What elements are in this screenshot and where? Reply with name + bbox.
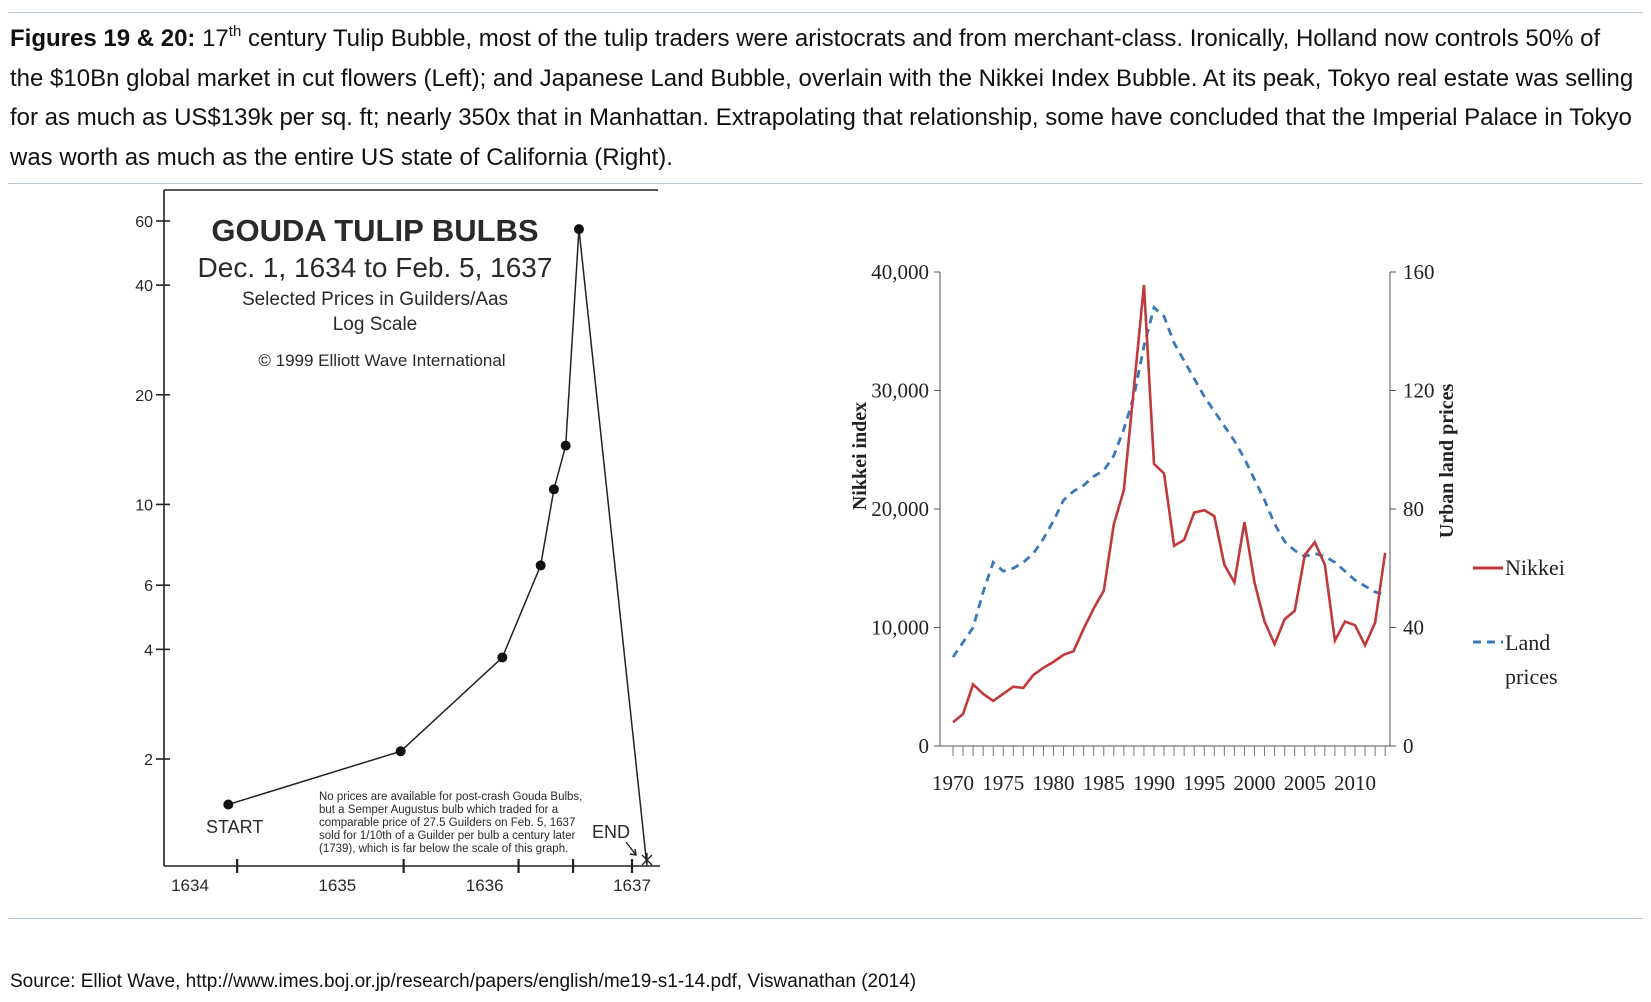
tulip-x-axis: 1634 1635 1636 1637 — [171, 859, 651, 895]
caption-century-number: 17 — [202, 25, 229, 52]
nikkei-right-ticks: 0 40 80 120 160 — [1390, 260, 1435, 758]
tulip-note-line: No prices are available for post-crash G… — [319, 791, 582, 803]
nikkei-left-tick-label: 0 — [919, 734, 930, 758]
source-note: Source: Elliot Wave, http://www.imes.boj… — [10, 971, 917, 992]
tulip-end-arrow-head — [629, 848, 637, 856]
nikkei-right-tick-label: 0 — [1403, 734, 1414, 758]
nikkei-x-tick-label: 1985 — [1083, 771, 1125, 795]
legend-land-label-line2: prices — [1505, 664, 1558, 689]
tulip-price-point — [223, 799, 234, 810]
tulip-price-line — [228, 229, 648, 865]
nikkei-series-line — [952, 284, 1387, 724]
nikkei-x-minor-ticks — [952, 746, 1386, 756]
nikkei-x-tick-label: 2000 — [1234, 771, 1276, 795]
nikkei-left-axis-label: Nikkei index — [849, 402, 871, 510]
caption-text: century Tulip Bubble, most of the tulip … — [10, 25, 1634, 171]
tulip-y-tick-label: 60 — [135, 214, 153, 231]
land-prices-series-line — [951, 304, 1386, 658]
tulip-price-point — [395, 746, 406, 757]
tulip-series — [223, 224, 648, 865]
tulip-price-point — [548, 484, 559, 495]
nikkei-right-tick-label: 120 — [1403, 379, 1435, 403]
tulip-x-tick-label: 1635 — [318, 876, 356, 895]
top-rule — [8, 12, 1643, 13]
nikkei-x-tick-label: 2005 — [1284, 771, 1326, 795]
tulip-y-tick-label: 10 — [135, 497, 153, 514]
tulip-x-tick-label: 1634 — [171, 876, 209, 895]
nikkei-x-tick-label: 1990 — [1133, 771, 1175, 795]
tulip-note: No prices are available for post-crash G… — [319, 791, 582, 855]
nikkei-left-tick-label: 40,000 — [871, 260, 929, 284]
tulip-note-line: but a Semper Augustus bulb which traded … — [319, 804, 559, 816]
nikkei-x-tick-label: 1980 — [1033, 771, 1075, 795]
nikkei-left-tick-label: 20,000 — [871, 497, 929, 521]
tulip-frame — [163, 189, 660, 867]
tulip-chart-unit-label: Selected Prices in Guilders/Aas — [242, 289, 508, 310]
nikkei-x-tick-label: 1975 — [982, 771, 1024, 795]
nikkei-right-tick-label: 40 — [1403, 616, 1424, 640]
tulip-y-tick-label: 40 — [135, 278, 153, 295]
tulip-price-point — [560, 440, 571, 451]
tulip-y-tick-label: 6 — [144, 578, 153, 595]
tulip-chart-copyright: © 1999 Elliott Wave International — [258, 351, 505, 370]
tulip-note-line: sold for 1/10th of a Guilder per bulb a … — [319, 830, 576, 842]
nikkei-x-tick-labels: 1970 1975 1980 1985 1990 1995 2000 2005 2010 — [932, 771, 1376, 795]
tulip-chart-title: GOUDA TULIP BULBS — [211, 213, 538, 248]
tulip-end-label: END — [592, 822, 630, 842]
tulip-x-tick-label: 1637 — [613, 876, 651, 895]
nikkei-left-ticks: 0 10,000 20,000 30,000 40,000 — [871, 260, 940, 758]
nikkei-left-tick-label: 30,000 — [871, 379, 929, 403]
tulip-price-point — [535, 560, 546, 571]
tulip-chart-scale-label: Log Scale — [333, 314, 418, 335]
caption-bottom-rule — [8, 183, 1643, 184]
nikkei-x-tick-label: 1970 — [932, 771, 974, 795]
bottom-rule — [8, 918, 1643, 919]
tulip-y-tick-label: 4 — [144, 642, 153, 659]
tulip-end-arrow — [625, 841, 637, 856]
tulip-chart-subtitle: Dec. 1, 1634 to Feb. 5, 1637 — [198, 252, 553, 283]
legend-nikkei-label: Nikkei — [1505, 555, 1565, 580]
tulip-note-line: (1739), which is far below the scale of … — [319, 843, 568, 855]
tulip-note-line: comparable price of 27.5 Guilders on Feb… — [319, 817, 575, 829]
legend-land-label: Land — [1505, 630, 1550, 655]
tulip-y-tick-label: 20 — [135, 388, 153, 405]
nikkei-right-axis-label: Urban land prices — [1436, 384, 1458, 539]
caption-superscript: th — [228, 23, 242, 40]
tulip-price-point — [573, 224, 584, 235]
nikkei-x-tick-label: 2010 — [1334, 771, 1376, 795]
tulip-x-tick-label: 1636 — [466, 876, 504, 895]
tulip-start-label: START — [206, 817, 263, 837]
caption-figure-label: Figures 19 & 20: — [10, 25, 196, 52]
nikkei-legend: Nikkei Land prices — [1473, 555, 1565, 689]
nikkei-left-tick-label: 10,000 — [871, 616, 929, 640]
tulip-y-axis: 2 4 6 10 20 40 60 — [135, 214, 170, 769]
tulip-y-tick-label: 2 — [144, 752, 153, 769]
nikkei-right-tick-label: 80 — [1403, 497, 1424, 521]
nikkei-right-tick-label: 160 — [1403, 260, 1435, 284]
tulip-price-point — [497, 652, 508, 663]
figure-caption: Figures 19 & 20: 17th century Tulip Bubb… — [10, 19, 1640, 177]
nikkei-x-tick-label: 1995 — [1183, 771, 1225, 795]
tulip-end-marker — [641, 853, 653, 866]
